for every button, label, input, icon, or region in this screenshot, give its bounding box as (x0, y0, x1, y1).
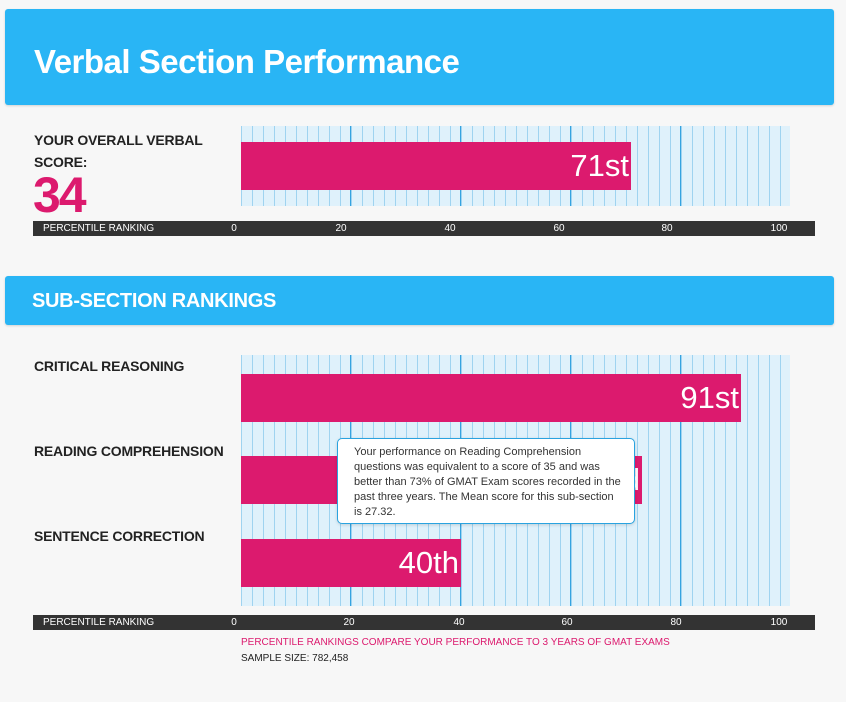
critical-reasoning-percentile: 91st (680, 380, 739, 415)
subsection-title: SUB-SECTION RANKINGS (32, 290, 277, 312)
axis-tick: 40 (444, 223, 456, 234)
overall-score-value: 34 (33, 167, 87, 223)
subsection-header: SUB-SECTION RANKINGS (5, 276, 834, 325)
sentence-correction-percentile: 40th (398, 545, 459, 580)
axis-title: PERCENTILE RANKING (43, 223, 155, 234)
reading-comprehension-tooltip: Your performance on Reading Comprehensio… (337, 438, 635, 524)
axis-tick: 80 (670, 617, 682, 628)
axis-tick: 100 (770, 617, 788, 628)
overall-percentile-axis: PERCENTILE RANKING 0 20 40 60 80 100 (33, 221, 815, 236)
row-label-reading-comprehension: READING COMPREHENSION (34, 443, 224, 459)
axis-tick: 100 (770, 223, 788, 234)
axis-tick: 20 (343, 617, 355, 628)
sample-size: SAMPLE SIZE: 782,458 (241, 653, 349, 664)
percentile-footnote: PERCENTILE RANKINGS COMPARE YOUR PERFORM… (241, 637, 670, 648)
axis-tick: 0 (231, 617, 237, 628)
gridline-80 (680, 126, 681, 206)
axis-tick: 80 (661, 223, 673, 234)
axis-tick: 0 (231, 223, 237, 234)
gridline-80 (680, 355, 681, 606)
page-title: Verbal Section Performance (34, 43, 460, 80)
axis-title: PERCENTILE RANKING (43, 617, 155, 628)
sentence-correction-bar[interactable]: 40th (241, 539, 461, 587)
overall-percentile-label: 71st (570, 148, 629, 183)
axis-tick: 40 (453, 617, 465, 628)
axis-tick: 60 (553, 223, 565, 234)
page-header: Verbal Section Performance (5, 9, 834, 105)
axis-tick: 60 (561, 617, 573, 628)
overall-percentile-bar[interactable]: 71st (241, 142, 631, 190)
row-label-sentence-correction: SENTENCE CORRECTION (34, 528, 205, 544)
overall-score-label: YOUR OVERALL VERBAL SCORE: (34, 132, 203, 170)
row-label-critical-reasoning: CRITICAL REASONING (34, 358, 185, 374)
subsection-percentile-axis: PERCENTILE RANKING 0 20 40 60 80 100 (33, 615, 815, 630)
axis-tick: 20 (335, 223, 347, 234)
critical-reasoning-bar[interactable]: 91st (241, 374, 741, 422)
